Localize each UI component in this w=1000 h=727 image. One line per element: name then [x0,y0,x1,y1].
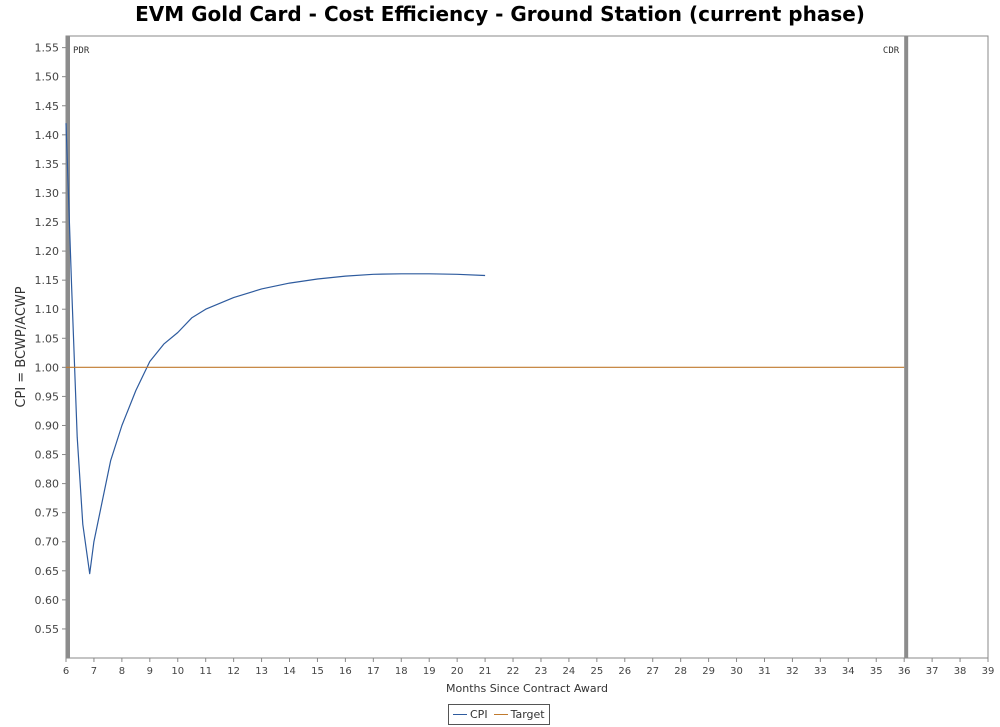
y-tick-label: 1.10 [35,303,60,316]
series-line-cpi [65,123,486,575]
x-tick-label: 22 [507,666,520,677]
x-tick-label: 34 [842,666,855,677]
y-tick-label: 0.80 [35,478,60,491]
y-tick-label: 0.90 [35,419,60,432]
x-tick-label: 12 [227,666,240,677]
plot-area [65,35,989,659]
x-tick-label: 19 [423,666,436,677]
phase-markers: PDR CDR [66,36,909,658]
x-tick-label: 17 [367,666,380,677]
x-tick-label: 24 [563,666,576,677]
x-tick-label: 25 [590,666,603,677]
x-tick-label: 30 [730,666,743,677]
x-tick-label: 27 [646,666,659,677]
y-tick-label: 1.05 [35,332,60,345]
x-axis: 6 7 8 9 10 11 12 13 14 15 16 17 18 19 20 21 22 23 24 25 26 27… [63,658,995,677]
x-tick-label: 9 [147,666,153,677]
y-tick-label: 0.95 [35,390,60,403]
y-tick-label: 1.40 [35,129,60,142]
y-tick-label: 0.75 [35,507,60,520]
x-tick-label: 6 [63,666,69,677]
x-tick-label: 13 [255,666,268,677]
y-tick-label: 1.20 [35,245,60,258]
x-tick-label: 37 [926,666,939,677]
y-tick-label: 1.30 [35,187,60,200]
x-tick-label: 15 [311,666,324,677]
x-tick-label: 29 [702,666,715,677]
x-tick-label: 35 [870,666,883,677]
y-tick-label: 0.70 [35,536,60,549]
y-axis: 0.55 0.60 0.65 0.70 0.75 0.80 0.85 0.90 0.95 1.00… [35,42,66,636]
x-tick-label: 32 [786,666,799,677]
y-tick-label: 1.00 [35,361,60,374]
x-tick-label: 11 [199,666,212,677]
legend-swatch [493,714,508,715]
series-lines [65,123,905,575]
legend: CPI Target [448,704,550,725]
x-tick-label: 39 [982,666,995,677]
y-tick-label: 1.15 [35,274,60,287]
y-axis-label: CPI = BCWP/ACWP [14,286,29,407]
y-tick-label: 0.65 [35,565,60,578]
phase-marker-label: PDR [73,46,90,56]
y-tick-label: 0.55 [35,623,60,636]
x-tick-label: 10 [171,666,184,677]
legend-item: Target [493,708,545,721]
x-axis-label: Months Since Contract Award [446,682,608,695]
chart-title: EVM Gold Card - Cost Efficiency - Ground… [135,2,865,26]
x-tick-label: 23 [535,666,548,677]
y-tick-label: 0.60 [35,594,60,607]
y-tick-label: 1.50 [35,71,60,84]
x-tick-label: 26 [618,666,631,677]
y-tick-label: 1.55 [35,42,60,55]
x-tick-label: 28 [674,666,687,677]
x-tick-label: 20 [451,666,464,677]
y-tick-label: 1.25 [35,216,60,229]
x-tick-label: 14 [283,666,296,677]
legend-swatch [453,714,467,715]
y-tick-label: 1.35 [35,158,60,171]
y-tick-label: 0.85 [35,449,60,462]
x-tick-label: 16 [339,666,352,677]
x-tick-label: 31 [758,666,771,677]
x-tick-label: 21 [479,666,492,677]
x-tick-label: 38 [954,666,967,677]
phase-marker-label: CDR [883,46,900,56]
x-tick-label: 36 [898,666,911,677]
x-tick-label: 18 [395,666,408,677]
y-tick-label: 1.45 [35,100,60,113]
legend-item: CPI [453,708,488,721]
legend-label: Target [510,708,545,721]
x-tick-label: 8 [119,666,125,677]
legend-label: CPI [470,708,488,721]
x-tick-label: 33 [814,666,827,677]
x-tick-label: 7 [91,666,97,677]
